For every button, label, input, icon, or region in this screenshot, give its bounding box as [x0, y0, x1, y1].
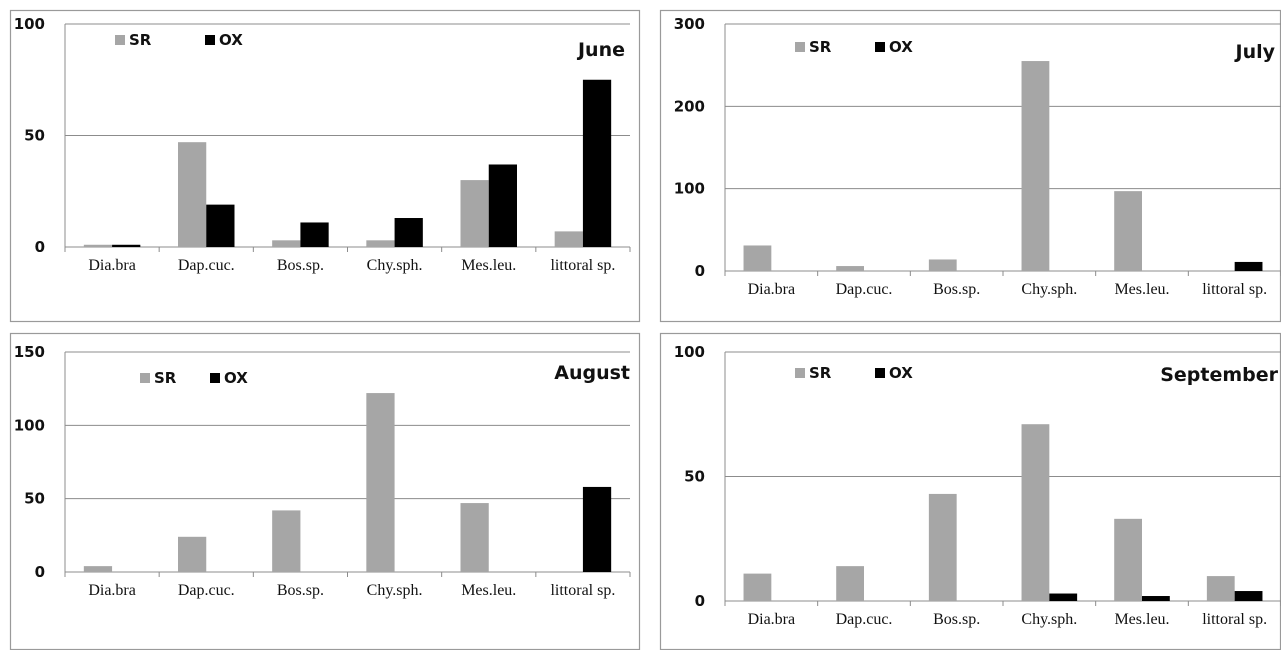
- panel-border: [9, 332, 641, 650]
- x-tick-label: Bos.sp.: [933, 281, 980, 298]
- y-tick-label: 100: [14, 416, 45, 434]
- x-tick-label: Mes.leu.: [461, 582, 516, 599]
- legend-label-sr: SR: [129, 31, 152, 49]
- panel-title: August: [554, 362, 630, 384]
- chart-panel-2: 0 100 200 300 Dia.bra Dap.cuc. Bos.sp. Chy.sph.…: [659, 9, 1281, 323]
- y-tick-label: 50: [24, 127, 45, 145]
- panel-border: [659, 9, 1281, 323]
- bar-sr: [743, 573, 772, 601]
- bar-ox: [582, 79, 612, 247]
- legend-label-ox: OX: [889, 364, 913, 382]
- y-tick-label: 100: [674, 343, 705, 361]
- bar-ox: [1049, 593, 1078, 601]
- x-tick-label: Mes.leu.: [1114, 611, 1169, 628]
- legend-swatch-sr: [140, 373, 150, 383]
- bar-sr: [83, 244, 113, 247]
- bar-sr: [178, 536, 207, 572]
- bar-sr: [460, 503, 489, 572]
- legend-swatch-sr: [795, 368, 805, 378]
- x-tick-label: Dia.bra: [88, 582, 136, 599]
- bar-ox: [1234, 261, 1263, 271]
- bar-sr: [928, 493, 957, 601]
- y-tick-label: 0: [695, 262, 705, 280]
- y-tick-label: 50: [684, 468, 705, 486]
- bar-ox: [488, 164, 517, 247]
- y-tick-label: 150: [14, 343, 45, 361]
- bar-sr: [836, 566, 864, 601]
- y-tick-label: 0: [35, 238, 45, 256]
- legend-swatch-sr: [115, 35, 125, 45]
- bar-sr: [178, 142, 207, 247]
- legend-swatch-ox: [205, 35, 215, 45]
- y-tick-label: 100: [674, 180, 705, 198]
- legend-label-ox: OX: [219, 31, 243, 49]
- x-tick-label: Dap.cuc.: [836, 281, 893, 298]
- bar-sr: [460, 180, 489, 247]
- bar-ox: [394, 218, 423, 247]
- x-tick-label: Chy.sph.: [1021, 611, 1077, 628]
- bar-sr: [554, 231, 583, 247]
- panel-title: June: [576, 39, 625, 61]
- bar-sr: [366, 393, 395, 572]
- panel-title: September: [1160, 364, 1278, 386]
- bar-ox: [300, 222, 329, 247]
- bar-sr: [836, 266, 864, 271]
- bar-sr: [1021, 61, 1050, 271]
- legend-swatch-ox: [875, 42, 885, 52]
- y-tick-label: 200: [674, 97, 705, 115]
- x-tick-label: Dap.cuc.: [836, 611, 893, 628]
- legend-label-sr: SR: [809, 364, 832, 382]
- chart-panel-1: 0 50 100 Dia.bra Dap.cuc. Bos.sp. Chy.sph. Mes.…: [9, 9, 641, 323]
- bar-ox: [1142, 596, 1170, 601]
- x-tick-label: Dap.cuc.: [178, 257, 235, 274]
- x-tick-label: Chy.sph.: [367, 582, 423, 599]
- x-tick-label: littoral sp.: [550, 257, 615, 274]
- x-tick-label: Bos.sp.: [277, 257, 324, 274]
- legend-label-sr: SR: [809, 38, 832, 56]
- bar-ox: [206, 204, 235, 247]
- bar-sr: [83, 566, 113, 572]
- x-tick-label: Mes.leu.: [1114, 281, 1169, 298]
- chart-panel-3: 0 50 100 150 Dia.bra Dap.cuc. Bos.sp. Chy.sph. M…: [9, 332, 641, 650]
- legend-swatch-ox: [875, 368, 885, 378]
- chart-panel-4: 0 50 100 Dia.bra Dap.cuc. Bos.sp. Chy.sph. Mes.…: [659, 332, 1281, 650]
- bar-sr: [743, 245, 772, 271]
- bar-sr: [928, 259, 957, 271]
- y-tick-label: 0: [695, 592, 705, 610]
- bar-sr: [1206, 576, 1235, 601]
- x-tick-label: littoral sp.: [1202, 611, 1267, 628]
- legend-swatch-ox: [210, 373, 220, 383]
- x-tick-label: Chy.sph.: [367, 257, 423, 274]
- legend-label-ox: OX: [889, 38, 913, 56]
- y-tick-label: 100: [14, 15, 45, 33]
- bar-sr: [272, 240, 301, 247]
- bar-sr: [1114, 191, 1142, 271]
- x-tick-label: Dia.bra: [748, 281, 796, 298]
- panel-title: July: [1234, 41, 1276, 63]
- x-tick-label: Chy.sph.: [1021, 281, 1077, 298]
- y-tick-label: 0: [35, 563, 45, 581]
- y-tick-label: 50: [24, 490, 45, 508]
- legend-label-ox: OX: [224, 369, 248, 387]
- x-tick-label: Bos.sp.: [277, 582, 324, 599]
- x-tick-label: littoral sp.: [1202, 281, 1267, 298]
- x-tick-label: Dap.cuc.: [178, 582, 235, 599]
- x-tick-label: littoral sp.: [550, 582, 615, 599]
- bar-sr: [1021, 424, 1050, 601]
- bar-ox: [582, 486, 612, 572]
- legend-label-sr: SR: [154, 369, 177, 387]
- bar-ox: [112, 244, 141, 247]
- x-tick-label: Dia.bra: [748, 611, 796, 628]
- bar-sr: [366, 240, 395, 247]
- x-tick-label: Bos.sp.: [933, 611, 980, 628]
- bar-sr: [1114, 518, 1142, 601]
- x-tick-label: Mes.leu.: [461, 257, 516, 274]
- x-tick-label: Dia.bra: [88, 257, 136, 274]
- bar-ox: [1234, 591, 1263, 601]
- bar-sr: [272, 510, 301, 572]
- y-tick-label: 300: [674, 15, 705, 33]
- legend-swatch-sr: [795, 42, 805, 52]
- panel-border: [9, 9, 641, 323]
